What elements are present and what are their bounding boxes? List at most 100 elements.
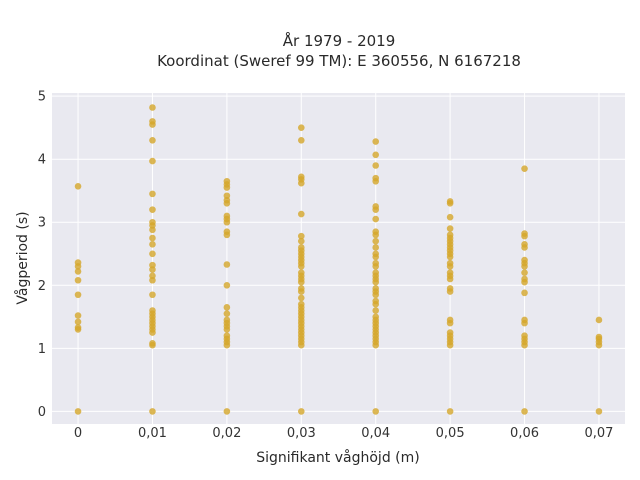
- data-point: [223, 408, 231, 415]
- data-point: [372, 237, 380, 245]
- data-point: [74, 291, 82, 299]
- data-point: [223, 261, 231, 268]
- data-point: [149, 104, 156, 111]
- y-tick-label: 5: [38, 90, 46, 105]
- data-point: [446, 231, 454, 239]
- y-axis-title: Vågperiod (s): [14, 211, 31, 304]
- data-point: [521, 165, 528, 172]
- data-point: [149, 206, 156, 213]
- data-point: [74, 318, 82, 326]
- x-tick-label: 0,04: [361, 426, 390, 441]
- data-point: [446, 259, 454, 267]
- x-tick-label: 0,02: [212, 426, 241, 441]
- data-point: [149, 339, 156, 347]
- data-point: [446, 198, 454, 205]
- x-tick-label: 0,03: [287, 426, 316, 441]
- data-point: [521, 289, 528, 297]
- data-point: [74, 312, 82, 319]
- y-tick-label: 0: [38, 405, 46, 420]
- data-point: [372, 162, 380, 169]
- data-point: [223, 310, 231, 317]
- data-point: [372, 174, 380, 182]
- data-point: [297, 232, 305, 240]
- x-axis-title: Signifikant våghöjd (m): [256, 449, 419, 466]
- data-point: [446, 316, 454, 324]
- data-point: [149, 261, 156, 269]
- data-point: [372, 285, 380, 292]
- data-point: [595, 333, 603, 341]
- data-points: [74, 104, 603, 415]
- data-point: [521, 230, 528, 237]
- data-point: [372, 307, 380, 314]
- data-point: [149, 291, 156, 299]
- data-point: [372, 244, 380, 251]
- x-tick-label: 0: [74, 426, 82, 441]
- data-point: [149, 241, 156, 248]
- data-point: [223, 212, 231, 220]
- data-point: [446, 329, 454, 336]
- data-point: [149, 234, 156, 242]
- data-point: [149, 190, 156, 198]
- data-point: [446, 225, 454, 232]
- data-point: [223, 332, 231, 340]
- data-point: [297, 269, 305, 276]
- data-point: [297, 244, 305, 251]
- data-point: [297, 294, 305, 302]
- data-point: [521, 408, 528, 415]
- x-tick-label: 0,05: [436, 426, 465, 441]
- chart-title-line2: Koordinat (Sweref 99 TM): E 360556, N 61…: [157, 52, 521, 70]
- data-point: [297, 210, 305, 218]
- data-point: [74, 259, 82, 266]
- data-point: [372, 250, 380, 258]
- data-point: [149, 118, 156, 125]
- chart-title-line1: År 1979 - 2019: [283, 31, 396, 50]
- data-point: [446, 285, 454, 292]
- x-tick-label: 0,01: [138, 426, 167, 441]
- data-point: [223, 316, 231, 324]
- data-point: [372, 138, 380, 145]
- data-point: [149, 272, 156, 280]
- data-point: [521, 269, 528, 276]
- data-point: [149, 408, 156, 415]
- data-point: [223, 177, 231, 185]
- data-point: [372, 408, 380, 415]
- data-point: [297, 408, 305, 415]
- y-tick-label: 2: [38, 279, 46, 294]
- data-point: [297, 300, 305, 308]
- data-point: [74, 268, 82, 275]
- data-point: [297, 285, 305, 292]
- data-point: [74, 183, 82, 190]
- x-tick-label: 0,07: [584, 426, 613, 441]
- data-point: [521, 241, 528, 248]
- data-point: [74, 324, 82, 331]
- y-tick-label: 4: [38, 153, 46, 168]
- data-point: [149, 218, 156, 226]
- data-point: [223, 228, 231, 236]
- data-point: [372, 269, 380, 276]
- y-axis-ticks: 0 1 2 3 4 5: [38, 90, 46, 420]
- data-point: [595, 316, 603, 324]
- y-tick-label: 3: [38, 216, 46, 231]
- x-tick-label: 0,06: [510, 426, 539, 441]
- data-point: [521, 316, 528, 324]
- data-point: [149, 250, 156, 258]
- data-point: [595, 408, 603, 415]
- data-point: [521, 256, 528, 264]
- data-point: [297, 173, 305, 181]
- data-point: [223, 304, 231, 311]
- data-point: [372, 151, 380, 159]
- data-point: [74, 276, 82, 284]
- y-tick-label: 1: [38, 342, 46, 357]
- data-point: [372, 297, 380, 305]
- data-point: [372, 203, 380, 210]
- data-point: [372, 215, 380, 223]
- data-point: [223, 192, 231, 200]
- data-point: [297, 136, 305, 144]
- data-point: [74, 408, 82, 415]
- data-point: [297, 237, 305, 245]
- data-point: [372, 228, 380, 236]
- data-point: [372, 313, 380, 321]
- data-point: [446, 269, 454, 276]
- data-point: [446, 213, 454, 221]
